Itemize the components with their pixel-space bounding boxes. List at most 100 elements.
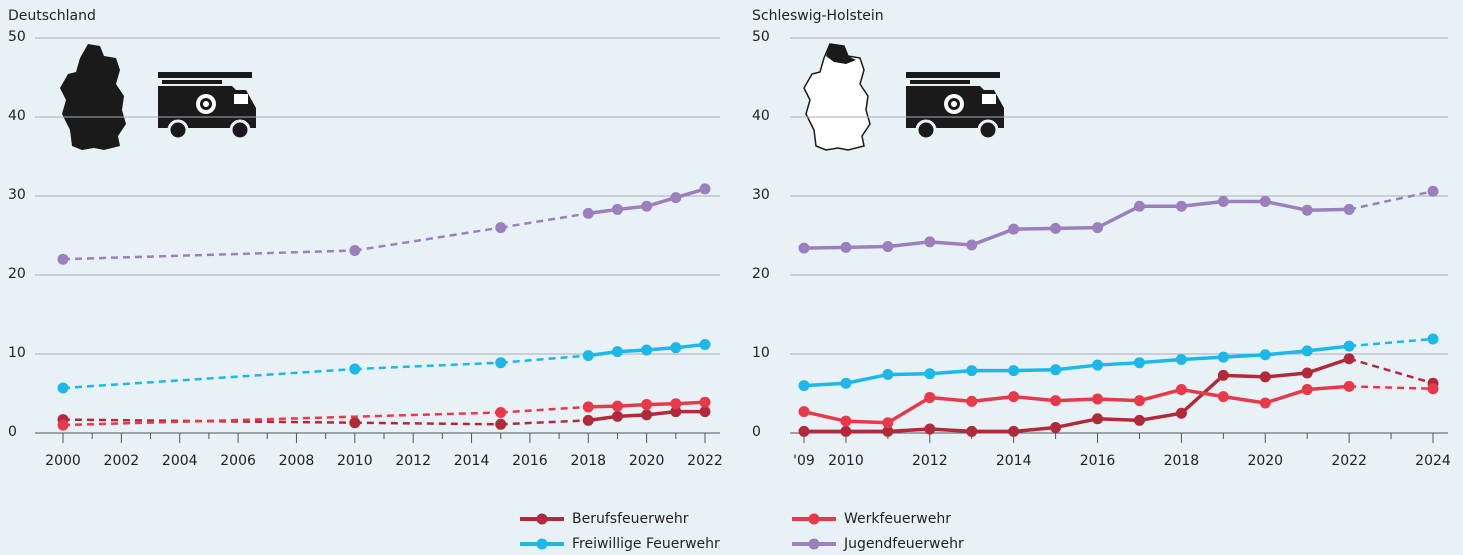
data-point <box>924 368 936 380</box>
data-point <box>611 203 623 215</box>
x-tick-label: 2010 <box>337 453 373 469</box>
schleswig-holstein-map-icon <box>803 43 871 151</box>
data-point <box>1259 371 1271 383</box>
line-segment <box>1181 387 1224 399</box>
line-segment <box>929 368 972 376</box>
data-point <box>641 399 653 411</box>
line-segment <box>887 240 930 249</box>
data-point <box>1050 395 1062 407</box>
line-segment <box>1306 357 1350 375</box>
x-tick-label: 2022 <box>687 453 723 469</box>
y-tick-label: 40 <box>752 108 770 124</box>
data-point <box>57 382 69 394</box>
data-point <box>798 406 810 418</box>
data-point <box>1427 185 1439 197</box>
data-point <box>1092 359 1104 371</box>
data-point <box>1133 395 1145 407</box>
line-segment <box>803 245 846 250</box>
data-point <box>1427 333 1439 345</box>
line-segment <box>1013 226 1056 231</box>
data-point <box>641 409 653 421</box>
y-tick-label: 40 <box>8 108 26 124</box>
line-segment <box>1223 373 1266 379</box>
data-point <box>1050 421 1062 433</box>
data-point <box>1008 223 1020 235</box>
line-segment <box>500 419 589 426</box>
line-segment <box>845 372 889 385</box>
data-point <box>1259 349 1271 361</box>
data-point <box>495 418 507 430</box>
line-segment <box>500 212 589 229</box>
data-point <box>1259 196 1271 208</box>
line-segment <box>887 427 930 434</box>
data-point <box>882 417 894 429</box>
line-segment <box>886 395 931 425</box>
data-point <box>1343 380 1355 392</box>
data-point <box>882 369 894 381</box>
data-point <box>1343 203 1355 215</box>
line-segment <box>62 367 355 390</box>
x-tick-label: '09 <box>793 453 815 469</box>
line-segment <box>929 240 972 247</box>
line-segment <box>1307 384 1350 392</box>
data-point <box>1217 391 1229 403</box>
data-point <box>57 419 69 431</box>
line-segment <box>1307 207 1350 212</box>
line-segment <box>500 405 589 414</box>
x-tick-label: 2016 <box>512 453 548 469</box>
line-segment <box>1096 204 1141 230</box>
line-segment <box>971 227 1015 247</box>
x-tick-label: 2014 <box>996 453 1032 469</box>
y-tick-label: 30 <box>752 187 770 203</box>
data-point <box>699 339 711 351</box>
line-segment <box>1349 385 1434 391</box>
data-point <box>966 425 978 437</box>
line-segment <box>1223 394 1266 405</box>
data-point <box>1217 351 1229 363</box>
line-segment <box>1139 411 1182 423</box>
line-segment <box>1055 397 1098 403</box>
data-point <box>1175 354 1187 366</box>
data-point <box>582 414 594 426</box>
x-tick-label: 2000 <box>45 453 81 469</box>
line-segment <box>1265 371 1308 379</box>
line-segment <box>1223 353 1266 359</box>
data-point <box>611 346 623 358</box>
y-tick-label: 20 <box>752 266 770 282</box>
line-segment <box>1181 355 1224 362</box>
line-segment <box>887 372 930 377</box>
x-tick-label: 2018 <box>1164 453 1200 469</box>
data-point <box>611 400 623 412</box>
fire-truck-icon <box>158 72 256 141</box>
line-segment <box>1055 417 1098 430</box>
line-segment <box>1097 397 1140 403</box>
y-tick-label: 0 <box>8 424 17 440</box>
data-point <box>1343 353 1355 365</box>
y-tick-label: 0 <box>752 424 761 440</box>
data-point <box>670 406 682 418</box>
line-segment <box>1348 190 1434 211</box>
data-point <box>1301 204 1313 216</box>
data-point <box>495 406 507 418</box>
x-tick-label: 2018 <box>570 453 606 469</box>
data-point <box>966 365 978 377</box>
data-point <box>1175 407 1187 419</box>
data-point <box>582 207 594 219</box>
x-tick-label: 2010 <box>828 453 864 469</box>
data-point <box>582 350 594 362</box>
data-point <box>798 425 810 437</box>
data-point <box>670 342 682 354</box>
data-point <box>1050 222 1062 234</box>
x-tick-label: 2012 <box>395 453 431 469</box>
fire-truck-icon <box>906 72 1004 141</box>
x-tick-label: 2022 <box>1331 453 1367 469</box>
data-point <box>495 357 507 369</box>
chart-title: Schleswig-Holstein <box>752 8 884 24</box>
data-point <box>882 425 894 437</box>
data-point <box>699 396 711 408</box>
line-segment <box>1013 425 1056 434</box>
data-point <box>349 245 361 257</box>
data-point <box>1092 222 1104 234</box>
line-segment <box>1348 357 1434 385</box>
line-segment <box>354 226 501 252</box>
